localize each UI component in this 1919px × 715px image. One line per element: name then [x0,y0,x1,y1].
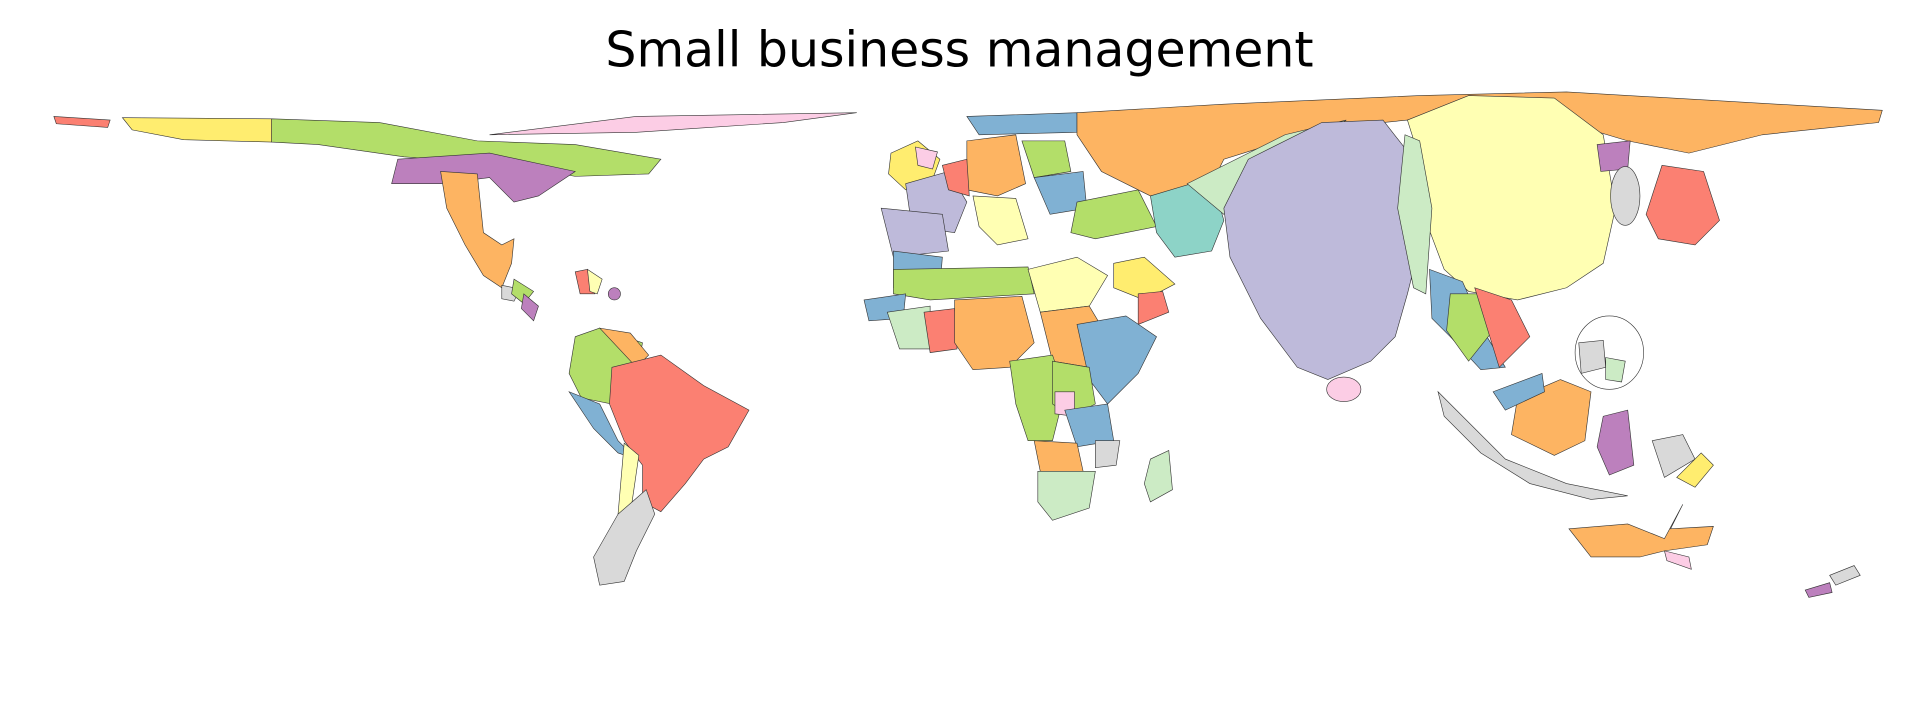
country [521,293,539,322]
country [915,146,938,170]
country [1137,291,1170,325]
country [893,266,1035,301]
country [1610,166,1641,226]
country [1064,403,1115,448]
country [1645,165,1720,246]
country [966,134,1026,197]
country [489,112,857,136]
country [923,308,958,353]
country [1095,440,1121,468]
country [609,354,750,513]
country [440,171,515,289]
country [1009,354,1066,442]
country [1037,471,1096,521]
country [886,305,931,350]
country [1021,140,1072,178]
country [1474,287,1531,368]
country [1605,357,1626,383]
country [607,287,621,301]
country [271,118,662,177]
country [880,207,949,258]
country [1223,119,1420,380]
countries [53,91,1883,598]
country [972,195,1029,246]
country [391,152,576,203]
country [1437,390,1628,500]
country [1578,340,1607,374]
country [1070,189,1157,240]
country [593,489,656,586]
map-title: Small business management [605,21,1313,78]
country [1676,452,1714,488]
country [1397,134,1433,295]
country [1326,376,1362,402]
country [1407,95,1616,301]
country [1492,372,1545,411]
country [1446,293,1494,362]
country [966,112,1078,136]
country [1033,440,1084,472]
country [1829,565,1861,586]
country [1568,504,1714,558]
country [1804,582,1833,598]
country [1596,409,1635,476]
country [598,327,650,368]
country [1143,450,1173,503]
country [954,295,1035,371]
country [587,268,603,295]
country [53,116,111,128]
country [121,117,273,143]
country [1027,256,1109,313]
country [1511,379,1592,456]
country [1664,550,1692,570]
country [941,158,970,197]
